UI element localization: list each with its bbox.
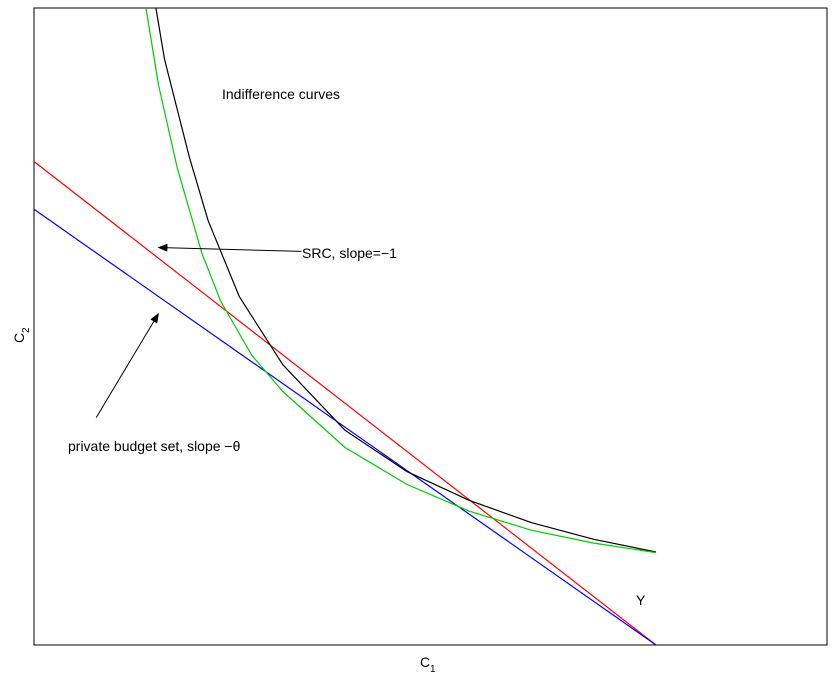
indifference-curve-outer bbox=[155, 7, 657, 553]
y-endowment-label: Y bbox=[636, 592, 646, 608]
x-axis-label-subscript: 1 bbox=[430, 664, 436, 675]
x-axis-label: C bbox=[420, 654, 430, 670]
src-arrow bbox=[157, 243, 302, 252]
series-layer bbox=[33, 7, 657, 646]
plot-area-frame bbox=[33, 7, 828, 646]
private-budget-set-label: private budget set, slope −θ bbox=[68, 438, 241, 454]
y-axis-label-subscript: 2 bbox=[21, 327, 32, 333]
indifference-curve-inner bbox=[145, 7, 657, 554]
indifference-curves-label: Indifference curves bbox=[222, 86, 340, 102]
src-line bbox=[33, 161, 657, 646]
private-budget-arrow bbox=[95, 312, 159, 418]
src-slope-label: SRC, slope=−1 bbox=[302, 245, 397, 261]
private-budget-line bbox=[33, 208, 657, 646]
y-axis-label: C bbox=[11, 333, 27, 343]
arrow-layer bbox=[95, 243, 302, 418]
